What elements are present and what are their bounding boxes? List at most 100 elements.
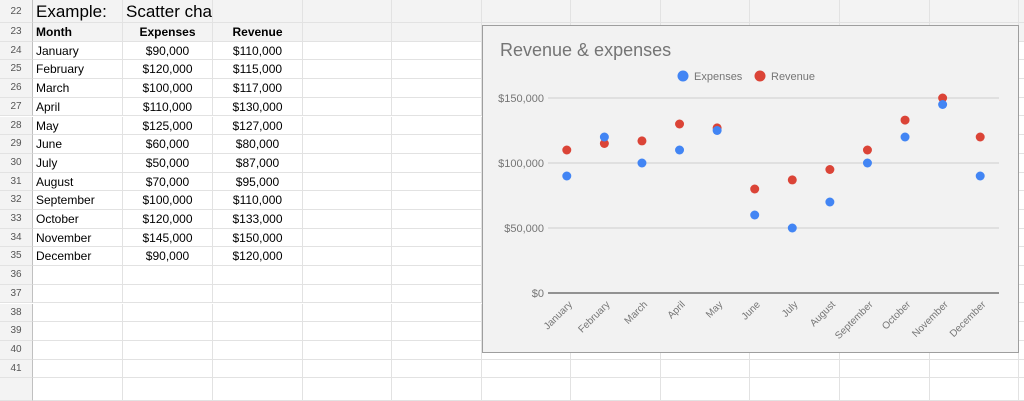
expenses-cell[interactable]: $100,000 (123, 191, 213, 210)
revenue-cell[interactable]: $150,000 (213, 228, 303, 248)
revenue-cell[interactable]: $110,000 (213, 191, 303, 210)
row-header[interactable]: 34 (0, 228, 33, 248)
cell[interactable] (1019, 247, 1024, 267)
revenue-cell[interactable]: $120,000 (213, 247, 303, 267)
cell[interactable] (303, 172, 392, 192)
expenses-cell[interactable]: $110,000 (123, 97, 213, 117)
cell[interactable] (123, 378, 213, 401)
cell[interactable] (392, 79, 482, 98)
cell[interactable] (482, 0, 571, 23)
cell[interactable] (303, 266, 392, 285)
cell[interactable] (213, 340, 303, 360)
row-header[interactable]: 32 (0, 191, 33, 210)
cell[interactable] (392, 359, 482, 379)
cell[interactable] (392, 322, 482, 341)
cell[interactable] (661, 0, 750, 23)
cell[interactable] (392, 135, 482, 154)
row-header[interactable]: 40 (0, 340, 33, 360)
cell[interactable] (1019, 322, 1024, 341)
row-header[interactable]: 38 (0, 303, 33, 323)
cell[interactable] (571, 359, 661, 379)
cell[interactable] (33, 303, 123, 323)
cell[interactable] (392, 0, 482, 23)
example-label[interactable]: Example: (33, 0, 123, 23)
cell[interactable] (392, 41, 482, 61)
cell[interactable] (303, 228, 392, 248)
cell[interactable] (392, 23, 482, 42)
cell[interactable] (392, 247, 482, 267)
row-header[interactable]: 27 (0, 97, 33, 117)
cell[interactable] (213, 303, 303, 323)
cell[interactable] (1019, 266, 1024, 285)
expenses-cell[interactable]: $90,000 (123, 247, 213, 267)
revenue-cell[interactable]: $115,000 (213, 60, 303, 80)
cell[interactable] (392, 210, 482, 229)
revenue-cell[interactable]: $95,000 (213, 172, 303, 192)
revenue-cell[interactable]: $80,000 (213, 135, 303, 154)
cell[interactable] (213, 359, 303, 379)
row-header[interactable]: 31 (0, 172, 33, 192)
cell[interactable] (1019, 360, 1024, 379)
row-header[interactable]: 24 (0, 41, 33, 61)
cell[interactable] (571, 0, 661, 23)
cell[interactable] (303, 322, 392, 341)
cell[interactable] (303, 359, 392, 379)
cell[interactable] (571, 378, 661, 401)
cell[interactable] (303, 303, 392, 323)
cell[interactable] (123, 266, 213, 285)
revenue-cell[interactable]: $117,000 (213, 79, 303, 98)
cell[interactable] (392, 340, 482, 360)
row-header[interactable]: 33 (0, 210, 33, 229)
cell[interactable] (750, 359, 840, 379)
cell[interactable] (392, 303, 482, 323)
revenue-cell[interactable]: $110,000 (213, 41, 303, 61)
row-header[interactable]: 23 (0, 23, 33, 42)
cell[interactable] (213, 378, 303, 401)
cell[interactable] (33, 284, 123, 304)
cell[interactable] (661, 359, 750, 379)
cell[interactable] (303, 60, 392, 80)
cell[interactable] (1019, 23, 1024, 42)
column-header[interactable]: Expenses (123, 23, 213, 42)
cell[interactable] (123, 284, 213, 304)
cell[interactable] (930, 378, 1019, 401)
cell[interactable] (1019, 191, 1024, 210)
cell[interactable] (1019, 135, 1024, 154)
row-header[interactable]: 29 (0, 135, 33, 154)
cell[interactable] (392, 153, 482, 173)
cell[interactable] (303, 23, 392, 42)
month-cell[interactable]: September (33, 191, 123, 210)
cell[interactable] (930, 359, 1019, 379)
cell[interactable] (1019, 210, 1024, 229)
expenses-cell[interactable]: $125,000 (123, 116, 213, 136)
cell[interactable] (213, 0, 303, 23)
cell[interactable] (303, 135, 392, 154)
scatter-chart[interactable]: Revenue & expenses Expenses Revenue $0 $50,0… (482, 25, 1019, 353)
cell[interactable] (1019, 378, 1024, 401)
expenses-cell[interactable]: $120,000 (123, 60, 213, 80)
revenue-cell[interactable]: $130,000 (213, 97, 303, 117)
expenses-cell[interactable]: $70,000 (123, 172, 213, 192)
cell[interactable] (1019, 304, 1024, 323)
cell[interactable] (1019, 79, 1024, 98)
cell[interactable] (392, 191, 482, 210)
row-header[interactable]: 30 (0, 153, 33, 173)
cell[interactable] (213, 266, 303, 285)
month-cell[interactable]: November (33, 228, 123, 248)
cell[interactable] (392, 116, 482, 136)
cell[interactable] (1019, 0, 1024, 23)
cell[interactable] (33, 378, 123, 401)
row-header[interactable]: 41 (0, 359, 33, 379)
cell[interactable] (303, 41, 392, 61)
month-cell[interactable]: December (33, 247, 123, 267)
revenue-cell[interactable]: $127,000 (213, 116, 303, 136)
row-header[interactable] (0, 378, 33, 401)
cell[interactable] (303, 284, 392, 304)
expenses-cell[interactable]: $60,000 (123, 135, 213, 154)
month-cell[interactable]: May (33, 116, 123, 136)
expenses-cell[interactable]: $145,000 (123, 228, 213, 248)
row-header[interactable]: 36 (0, 266, 33, 285)
expenses-cell[interactable]: $120,000 (123, 210, 213, 229)
cell[interactable] (840, 359, 930, 379)
cell[interactable] (661, 378, 750, 401)
